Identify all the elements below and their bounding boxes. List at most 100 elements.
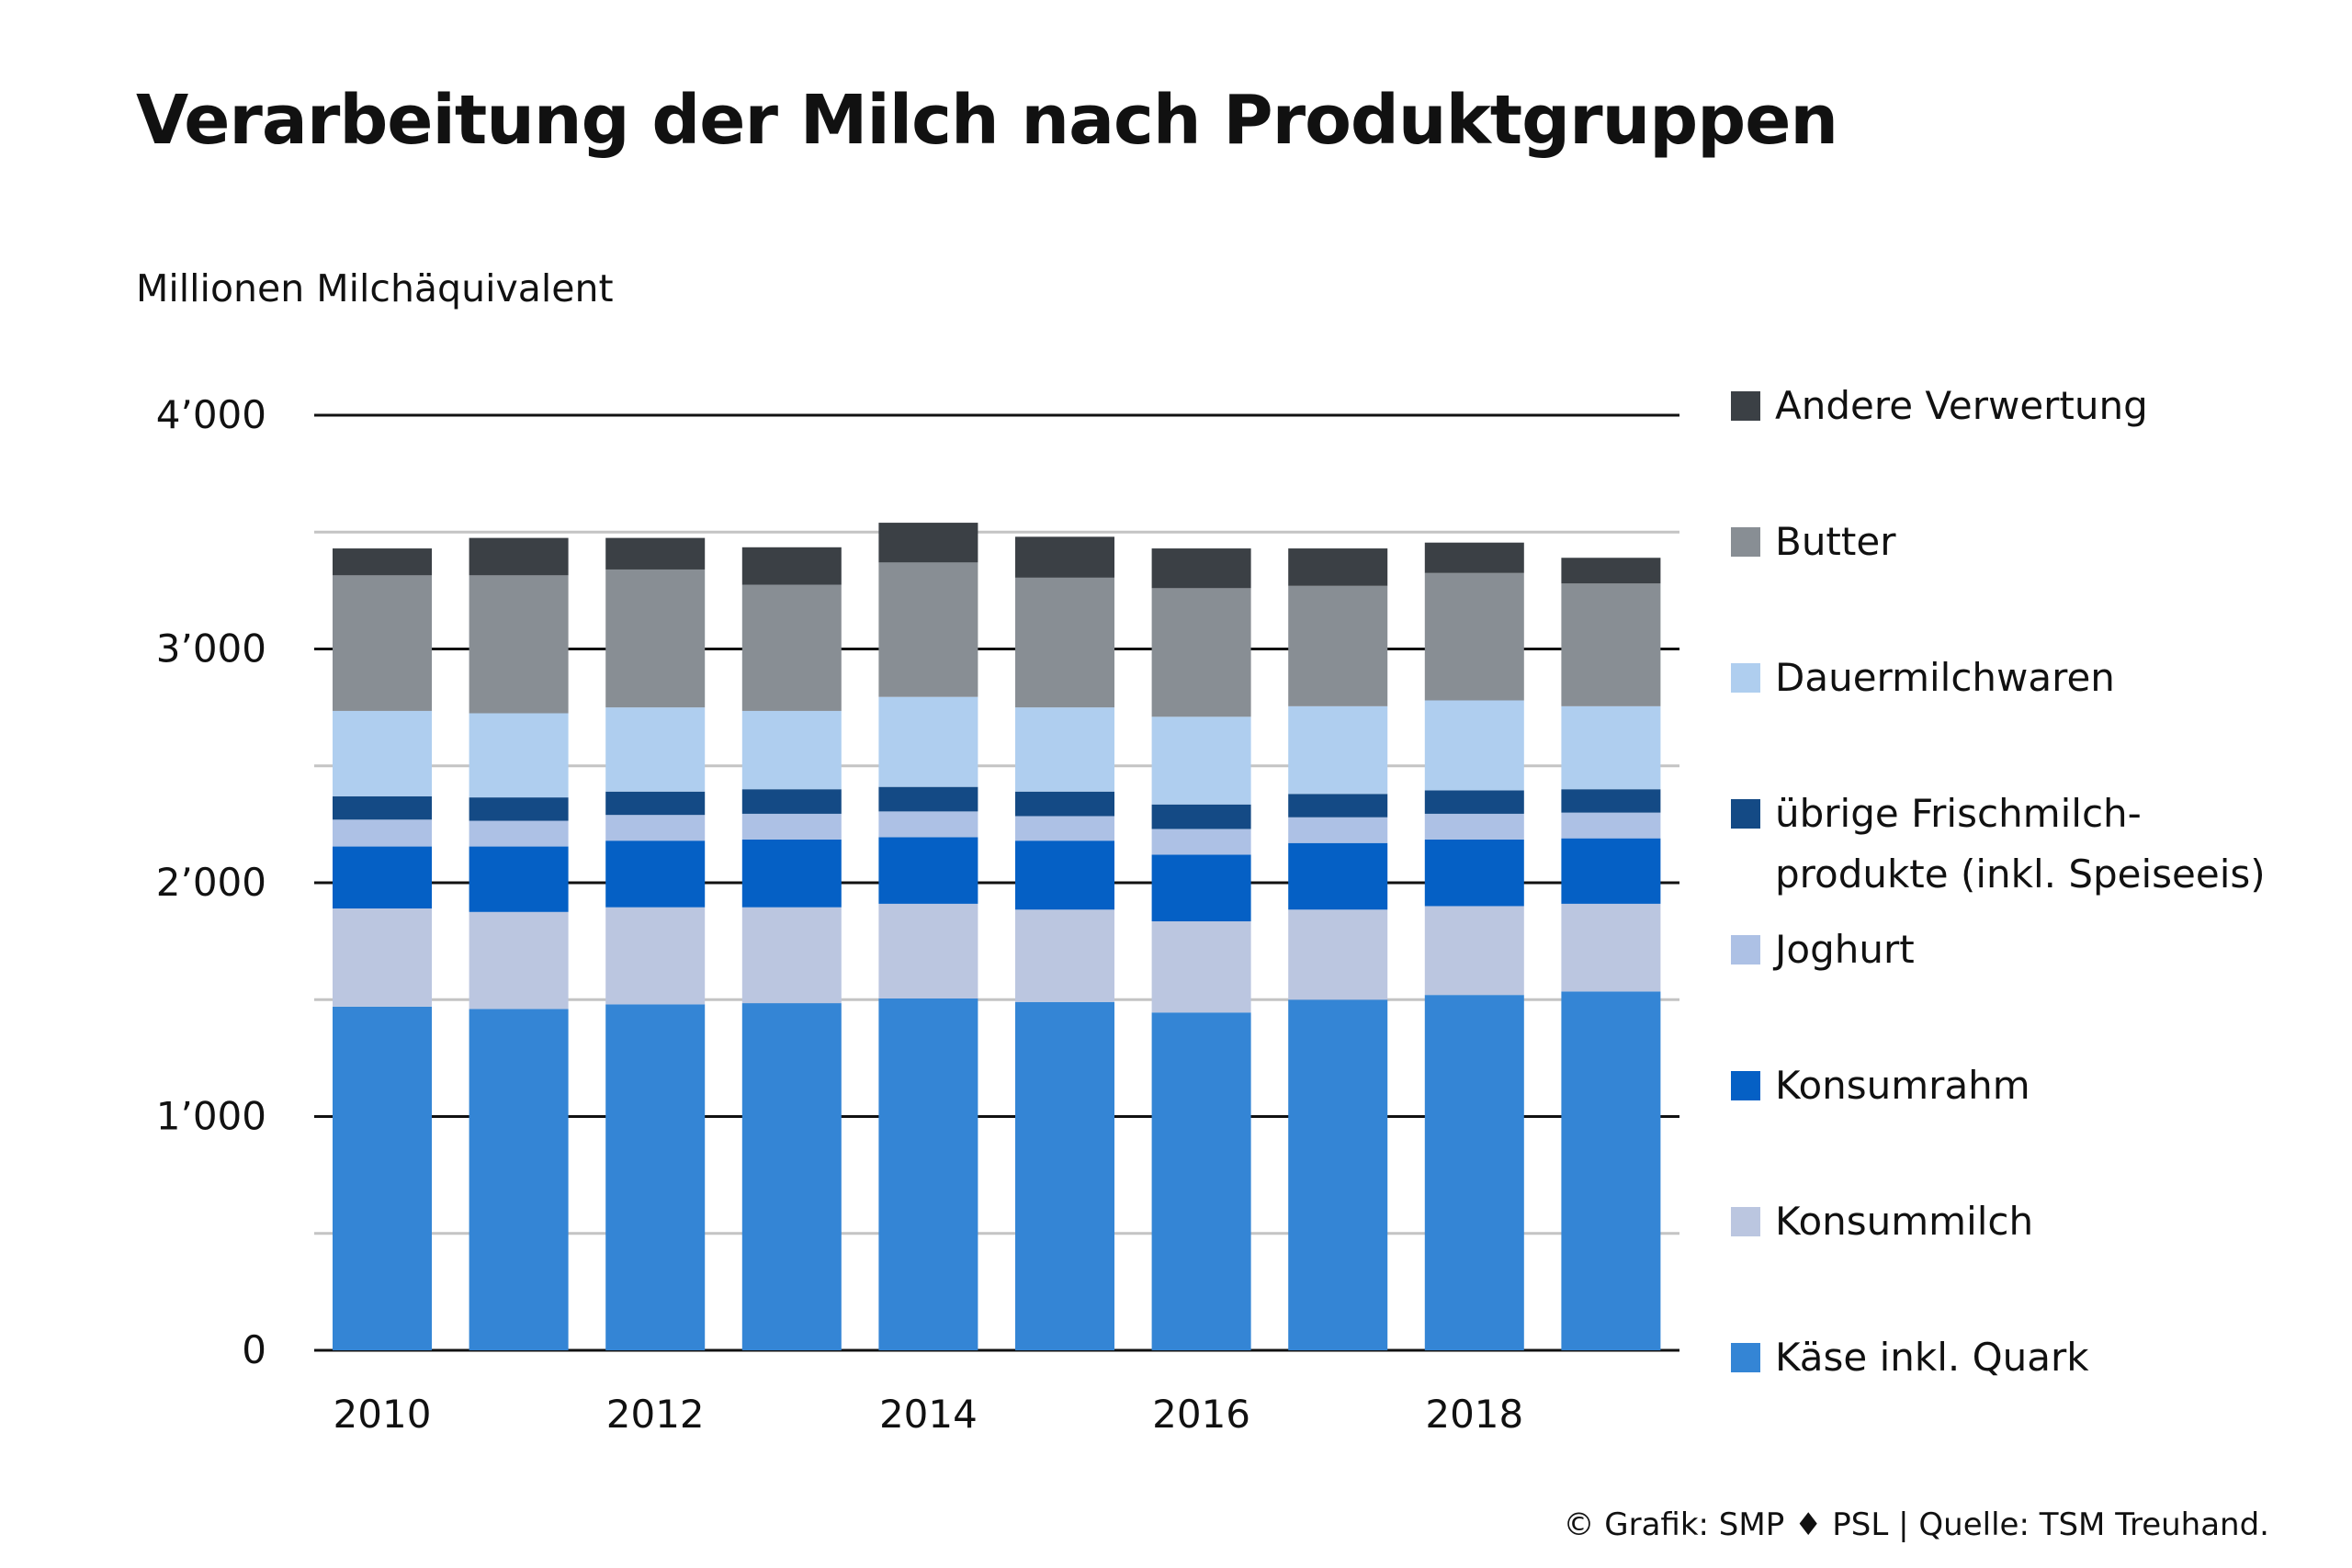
legend-swatch: [1731, 1207, 1760, 1236]
bar-segment-2017-brige-frischmilch-produkte-inkl-speiseeis: [1288, 794, 1388, 818]
source-credit: © Grafik: SMP ♦ PSL | Quelle: TSM Treuha…: [1563, 1506, 2269, 1543]
y-tick-label: 2’000: [156, 860, 266, 905]
bar-segment-2012-dauermilchwaren: [605, 707, 706, 792]
legend-label-line: Konsumrahm: [1775, 1063, 2030, 1108]
legend-label-line: Käse inkl. Quark: [1775, 1335, 2089, 1380]
legend-swatch: [1731, 935, 1760, 964]
bar-segment-2019-dauermilchwaren: [1561, 705, 1661, 790]
bar-segment-2016-brige-frischmilch-produkte-inkl-speiseeis: [1151, 804, 1251, 829]
chart-title: Verarbeitung der Milch nach Produktgrupp…: [136, 81, 1838, 160]
bar-segment-2013-konsumrahm: [741, 839, 842, 908]
bar-segment-2012-konsumrahm: [605, 840, 706, 908]
legend-label: Butter: [1775, 512, 2345, 572]
bar-segment-2011-butter: [469, 575, 569, 714]
bar-segment-2010-brige-frischmilch-produkte-inkl-speiseeis: [333, 795, 432, 820]
y-tick-label: 3’000: [156, 626, 266, 671]
bar-segment-2015-joghurt: [1015, 816, 1114, 841]
x-tick-label: 2010: [334, 1392, 432, 1437]
bar-segment-2017-joghurt: [1288, 817, 1388, 843]
bar-segment-2015-butter: [1015, 577, 1114, 708]
bar-segment-2016-konsumrahm: [1151, 854, 1251, 921]
bar-segment-2018-andere-verwertung: [1424, 542, 1524, 573]
legend-label-line: Konsummilch: [1775, 1199, 2034, 1244]
bar-segment-2011-andere-verwertung: [469, 537, 569, 576]
bar-segment-2014-konsummilch: [878, 903, 978, 998]
bar-segment-2018-dauermilchwaren: [1424, 700, 1524, 791]
bar-segment-2010-joghurt: [333, 819, 432, 847]
bar-segment-2016-andere-verwertung: [1151, 548, 1251, 589]
bar-segment-2010-butter: [333, 575, 432, 711]
bar-segment-2015-dauermilchwaren: [1015, 707, 1114, 792]
axis-labels: 0 1’000 2’000 3’000 4’000 2010 2012 2014 2016 201…: [156, 392, 1523, 1437]
bar-segment-2013-konsummilch: [741, 907, 842, 1004]
bar-segment-2015-andere-verwertung: [1015, 536, 1114, 578]
bar-segment-2018-brige-frischmilch-produkte-inkl-speiseeis: [1424, 790, 1524, 814]
legend-label: übrige Frischmilch-produkte (inkl. Speis…: [1775, 784, 2345, 905]
bar-segment-2017-k-se-inkl-quark: [1288, 999, 1388, 1350]
bar-segment-2018-joghurt: [1424, 813, 1524, 840]
legend-swatch: [1731, 527, 1760, 557]
legend-label: Konsummilch: [1775, 1191, 2345, 1252]
bar-segment-2019-konsummilch: [1561, 903, 1661, 992]
bar-segment-2017-andere-verwertung: [1288, 548, 1388, 586]
bar-segment-2018-k-se-inkl-quark: [1424, 995, 1524, 1350]
bar-segment-2011-joghurt: [469, 820, 569, 847]
bar-segment-2014-konsumrahm: [878, 837, 978, 904]
bar-segment-2013-joghurt: [741, 813, 842, 840]
bar-segment-2011-k-se-inkl-quark: [469, 1009, 569, 1350]
bar-segment-2019-joghurt: [1561, 812, 1661, 839]
bar-segment-2018-konsummilch: [1424, 906, 1524, 996]
bar-segment-2013-brige-frischmilch-produkte-inkl-speiseeis: [741, 789, 842, 814]
bar-segment-2013-andere-verwertung: [741, 547, 842, 585]
y-tick-label: 1’000: [156, 1094, 266, 1139]
legend-label: Konsumrahm: [1775, 1055, 2345, 1116]
bar-segment-2011-konsummilch: [469, 911, 569, 1010]
bar-segment-2011-dauermilchwaren: [469, 713, 569, 798]
legend-label-line: Dauermilchwaren: [1775, 655, 2115, 700]
bar-segment-2014-brige-frischmilch-produkte-inkl-speiseeis: [878, 786, 978, 812]
legend-label: Käse inkl. Quark: [1775, 1327, 2345, 1388]
legend-label-line: Andere Verwertung: [1775, 383, 2148, 428]
bar-segment-2015-brige-frischmilch-produkte-inkl-speiseeis: [1015, 791, 1114, 817]
bar-segment-2014-andere-verwertung: [878, 523, 978, 563]
bar-segment-2011-konsumrahm: [469, 846, 569, 912]
bar-segment-2019-brige-frischmilch-produkte-inkl-speiseeis: [1561, 789, 1661, 813]
bar-segment-2015-konsummilch: [1015, 909, 1114, 1002]
bar-segment-2012-joghurt: [605, 815, 706, 841]
legend-swatch: [1731, 1071, 1760, 1100]
bar-segment-2010-k-se-inkl-quark: [333, 1006, 432, 1350]
legend-label: Joghurt: [1775, 919, 2345, 980]
y-tick-label: 4’000: [156, 392, 266, 437]
bar-segment-2019-konsumrahm: [1561, 838, 1661, 904]
legend-swatch: [1731, 1343, 1760, 1372]
bar-segment-2019-andere-verwertung: [1561, 558, 1661, 584]
bar-segment-2017-konsumrahm: [1288, 842, 1388, 910]
bar-segment-2012-butter: [605, 569, 706, 708]
y-axis-unit-label: Millionen Milchäquivalent: [136, 266, 614, 310]
bar-segment-2016-butter: [1151, 588, 1251, 717]
bar-segment-2014-k-se-inkl-quark: [878, 998, 978, 1350]
legend-label-line: Butter: [1775, 519, 1896, 564]
bars: [333, 523, 1661, 1350]
bar-segment-2013-k-se-inkl-quark: [741, 1003, 842, 1350]
bar-segment-2010-konsumrahm: [333, 846, 432, 908]
bar-segment-2010-dauermilchwaren: [333, 710, 432, 796]
bar-segment-2018-butter: [1424, 572, 1524, 701]
bar-segment-2017-dauermilchwaren: [1288, 705, 1388, 795]
bar-segment-2019-butter: [1561, 583, 1661, 706]
legend-swatch: [1731, 663, 1760, 693]
x-tick-label: 2016: [1152, 1392, 1250, 1437]
bar-segment-2014-dauermilchwaren: [878, 696, 978, 787]
x-tick-label: 2012: [606, 1392, 705, 1437]
bar-segment-2012-brige-frischmilch-produkte-inkl-speiseeis: [605, 791, 706, 816]
bar-segment-2018-konsumrahm: [1424, 839, 1524, 907]
legend: Andere Verwertung Butter Dauermilchwaren üb…: [1731, 0, 2346, 1433]
bar-segment-2016-k-se-inkl-quark: [1151, 1012, 1251, 1350]
bar-segment-2010-konsummilch: [333, 908, 432, 1007]
bar-segment-2014-joghurt: [878, 811, 978, 838]
bar-segment-2012-konsummilch: [605, 907, 706, 1005]
bar-segment-2019-k-se-inkl-quark: [1561, 991, 1661, 1350]
bar-segment-2012-k-se-inkl-quark: [605, 1004, 706, 1350]
bar-segment-2010-andere-verwertung: [333, 548, 432, 576]
